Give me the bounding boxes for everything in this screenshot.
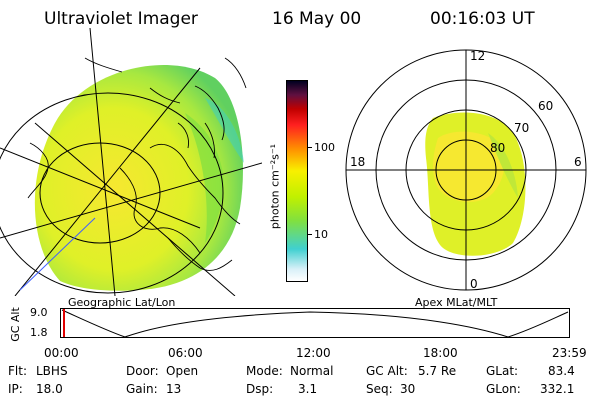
seq-label: Seq: [366, 382, 393, 396]
lat-label-70: 70 [514, 121, 529, 135]
time-label: 00:16:03 UT [430, 9, 535, 29]
colorbar-tick-label-100: 100 [314, 141, 335, 154]
door-value: Open [166, 364, 199, 378]
altitude-axis-label: GC Alt [8, 307, 22, 342]
ip-value: 18.0 [36, 382, 63, 396]
gc-alt-label: GC Alt: [366, 364, 408, 378]
geographic-caption: Geographic Lat/Lon [68, 296, 176, 309]
altitude-tick-low: 1.8 [30, 326, 48, 339]
mode-label: Mode: [246, 364, 283, 378]
geographic-image-panel [0, 28, 262, 296]
mlt-label-6: 6 [574, 155, 582, 169]
polar-grid [345, 49, 587, 291]
altitude-timeline-plot [60, 308, 570, 338]
filter-label: Flt: [8, 364, 27, 378]
x-tick-1200: 12:00 [296, 346, 331, 360]
x-tick-0000: 00:00 [44, 346, 79, 360]
glon-value: 332.1 [540, 382, 575, 396]
dsp-label: Dsp: [246, 382, 274, 396]
mlt-label-12: 12 [470, 49, 485, 63]
door-label: Door: [126, 364, 159, 378]
x-tick-2359: 23:59 [552, 346, 587, 360]
gain-label: Gain: [126, 382, 158, 396]
auroral-emission-image [34, 64, 244, 291]
lat-label-60: 60 [538, 99, 553, 113]
lat-label-80: 80 [490, 141, 505, 155]
mlt-label-18: 18 [350, 155, 365, 169]
ip-label: IP: [8, 382, 23, 396]
altitude-tick-high: 9.0 [30, 306, 48, 319]
gc-alt-value: 5.7 Re [418, 364, 457, 378]
mlt-label-0: 0 [470, 277, 478, 291]
polar-mlat-mlt-panel: 12 18 6 0 60 70 80 [345, 49, 587, 291]
colorbar-unit-label: photon cm⁻²s⁻¹ [268, 143, 282, 230]
polar-emission-image [425, 112, 526, 256]
x-tick-1800: 18:00 [423, 346, 458, 360]
seq-value: 30 [400, 382, 416, 396]
glat-label: GLat: [486, 364, 519, 378]
glon-label: GLon: [486, 382, 521, 396]
colorbar-tick-label-10: 10 [314, 228, 328, 241]
lat-lon-grid [0, 28, 262, 296]
gain-value: 13 [166, 382, 182, 396]
instrument-title: Ultraviolet Imager [44, 9, 198, 29]
date-label: 16 May 00 [272, 9, 362, 29]
filter-value: LBHS [36, 364, 68, 378]
colorbar-tick-100 [307, 147, 312, 148]
coastline-overlay [27, 57, 247, 271]
x-tick-0600: 06:00 [168, 346, 203, 360]
colorbar-tick-10 [307, 234, 312, 235]
mode-value: Normal [290, 364, 334, 378]
dsp-value: 3.1 [298, 382, 318, 396]
glat-value: 83.4 [548, 364, 575, 378]
color-scale-bar [286, 80, 308, 282]
polar-caption: Apex MLat/MLT [415, 296, 498, 309]
